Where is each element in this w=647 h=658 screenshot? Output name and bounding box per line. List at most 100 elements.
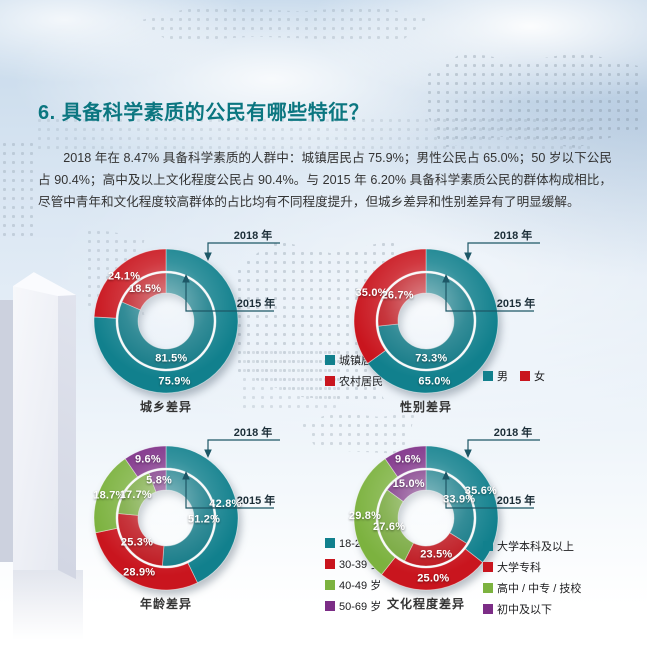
segment-value-label: 5.8%: [146, 475, 172, 487]
dot-map-pattern: [140, 6, 430, 42]
arrow-down-icon: [464, 252, 472, 261]
legend-item: 大学专科: [483, 559, 581, 575]
legend-label: 男: [497, 371, 508, 383]
arrow-up-icon: [442, 274, 450, 283]
legend-label: 女: [534, 371, 545, 383]
segment-value-label: 35.6%: [465, 485, 497, 497]
legend-label: 大学本科及以上: [497, 541, 574, 553]
segment-value-label: 27.6%: [373, 521, 405, 533]
segment-value-label: 81.5%: [155, 353, 187, 365]
segment-value-label: 33.9%: [443, 494, 475, 506]
segment-value-label: 35.0%: [355, 287, 387, 299]
legend-swatch-icon: [483, 541, 493, 551]
chart-caption: 城乡差异: [139, 400, 192, 414]
chart-caption: 年龄差异: [139, 597, 192, 611]
dot-map-pattern: [35, 116, 595, 150]
annotation-inner-ring-year: 2015 年: [237, 493, 276, 507]
legend-swatch-icon: [325, 355, 335, 365]
legend-item: 40-49 岁: [325, 577, 381, 593]
chart-legend: 大学本科及以上 大学专科高中 / 中专 / 技校 初中及以下: [483, 538, 581, 617]
page-title: 6. 具备科学素质的公民有哪些特征？: [38, 102, 370, 124]
segment-value-label: 18.5%: [129, 283, 161, 295]
chart-legend: 男女: [483, 368, 545, 384]
intro-paragraph: 2018 年在 8.47% 具备科学素质的人群中：城镇居民占 75.9%；男性公…: [38, 151, 612, 209]
prism-reflection: [13, 570, 83, 640]
year-annotations: 2018 年 2015 年: [442, 425, 540, 509]
legend-swatch-icon: [483, 604, 493, 614]
chart-education: 2018 年 2015 年 35.6% 25.0% 29.8% 9.6% 33.9% 23.5…: [349, 425, 610, 622]
legend-item: 初中及以下: [483, 601, 581, 617]
legend-label: 50-69 岁: [339, 601, 382, 613]
legend-label: 高中 / 中专 / 技校: [497, 583, 582, 595]
legend-item: 大学本科及以上: [483, 538, 581, 554]
chart-urban-rural: 2018 年 2015 年 75.9% 24.1% 81.5% 18.5% 城镇居民 农村居…: [90, 228, 383, 425]
segment-value-label: 75.9%: [158, 375, 190, 387]
segment-value-label: 25.0%: [417, 573, 449, 585]
segment-value-label: 65.0%: [418, 375, 450, 387]
segment-value-label: 17.7%: [120, 489, 152, 501]
segment-value-label: 24.1%: [108, 271, 140, 283]
legend-label: 初中及以下: [497, 604, 552, 616]
annotation-outer-ring-year: 2018 年: [494, 425, 533, 439]
segment-value-label: 15.0%: [393, 478, 425, 490]
dot-map-pattern: [0, 140, 38, 240]
segment-value-label: 73.3%: [415, 353, 447, 365]
prism-decoration: [0, 300, 13, 562]
prism-decoration: [58, 286, 76, 580]
arrow-up-icon: [182, 471, 190, 480]
annotation-inner-ring-year: 2015 年: [497, 296, 536, 310]
donut-chart: 2018 年 2015 年 75.9% 24.1% 81.5% 18.5%: [93, 228, 280, 394]
arrow-down-icon: [204, 252, 212, 261]
donut-highlight: [354, 446, 498, 590]
donut-chart: 2018 年 2015 年 65.0% 35.0% 73.3% 26.7%: [353, 228, 540, 394]
legend-label: 农村居民: [339, 376, 383, 388]
prism-decoration: [13, 286, 58, 570]
segment-value-label: 28.9%: [123, 567, 155, 579]
chart-gender: 2018 年 2015 年 65.0% 35.0% 73.3% 26.7% 男女 性别差异: [350, 228, 610, 425]
segment-value-label: 18.7%: [93, 489, 125, 501]
year-annotations: 2018 年 2015 年: [182, 228, 280, 312]
chart-age: 2018 年 2015 年 42.8% 28.9% 18.7% 9.6% 51.2% 25.3…: [90, 425, 381, 622]
dot-map-pattern: [240, 348, 340, 410]
dot-map-pattern: [425, 52, 640, 148]
year-annotations: 2018 年 2015 年: [182, 425, 280, 509]
legend-swatch-icon: [325, 376, 335, 386]
annotation-outer-ring-year: 2018 年: [234, 425, 273, 439]
donut-chart: 2018 年 2015 年35.6% 25.0% 29.8% 9.6% 33.9% 23.5…: [349, 425, 540, 591]
annotation-outer-ring-year: 2018 年: [494, 228, 533, 242]
legend-item: 女: [520, 368, 545, 384]
legend-item: 50-69 岁: [325, 598, 381, 614]
legend-swatch-icon: [483, 583, 493, 593]
arrow-down-icon: [204, 449, 212, 458]
legend-swatch-icon: [325, 559, 335, 569]
segment-value-label: 23.5%: [420, 549, 452, 561]
legend-swatch-icon: [483, 562, 493, 572]
donut-highlight: [94, 249, 238, 393]
chart-caption: 文化程度差异: [386, 597, 465, 611]
donut-chart: 2018 年 2015 年42.8% 28.9% 18.7% 9.6% 51.2% 25.3…: [93, 425, 280, 591]
legend-label: 大学专科: [497, 562, 541, 574]
donut-highlight: [354, 249, 498, 393]
chart-caption: 性别差异: [399, 400, 452, 414]
arrow-up-icon: [442, 471, 450, 480]
segment-value-label: 51.2%: [188, 513, 220, 525]
year-annotations: 2018 年 2015 年: [442, 228, 540, 312]
segment-value-label: 9.6%: [395, 454, 421, 466]
segment-value-label: 26.7%: [382, 290, 414, 302]
legend-swatch-icon: [483, 371, 493, 381]
segment-value-label: 29.8%: [349, 510, 381, 522]
legend-swatch-icon: [325, 538, 335, 548]
annotation-outer-ring-year: 2018 年: [234, 228, 273, 242]
segment-value-label: 42.8%: [209, 498, 241, 510]
arrow-down-icon: [464, 449, 472, 458]
annotation-inner-ring-year: 2015 年: [497, 493, 536, 507]
arrow-up-icon: [182, 274, 190, 283]
legend-item: 男: [483, 368, 508, 384]
segment-value-label: 25.3%: [121, 536, 153, 548]
legend-swatch-icon: [520, 371, 530, 381]
legend-item: 高中 / 中专 / 技校: [483, 580, 581, 596]
legend-item: 农村居民: [325, 373, 383, 389]
annotation-inner-ring-year: 2015 年: [237, 296, 276, 310]
donut-highlight: [94, 446, 238, 590]
